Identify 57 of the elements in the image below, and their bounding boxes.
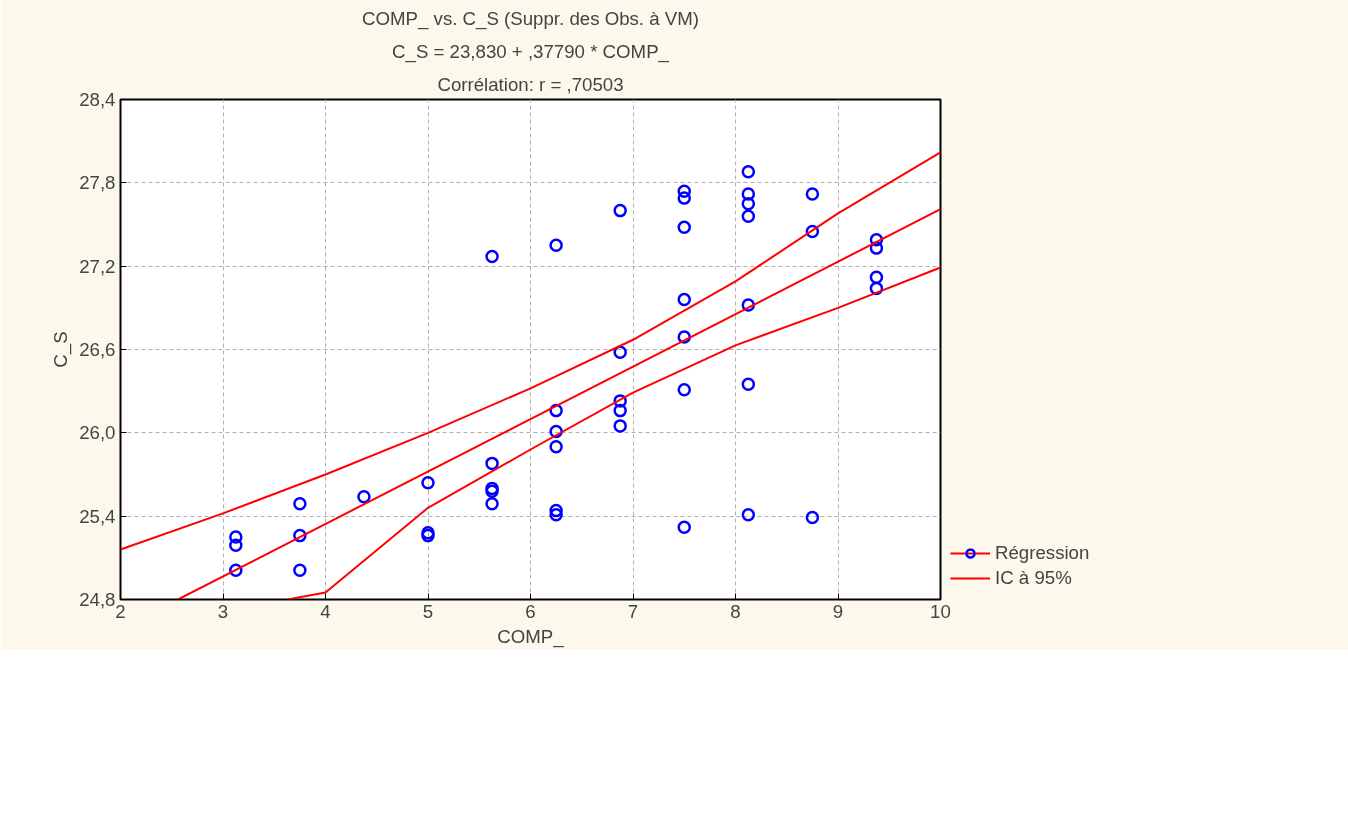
text: Corrélation: r = ,70503: [437, 73, 624, 95]
point: [549, 503, 563, 518]
point: [357, 489, 371, 504]
point: [229, 538, 243, 553]
y-tick-label: 28,4: [79, 89, 116, 110]
y-tick-label: 26,6: [79, 339, 116, 360]
x-tick-label: 10: [930, 600, 951, 622]
point: [677, 292, 691, 307]
point: [229, 530, 243, 544]
x-tick-label: 5: [422, 600, 434, 622]
y-tick-label: 27,2: [79, 255, 116, 277]
point: [549, 439, 563, 454]
y-tick-label: 26,0: [79, 422, 116, 444]
point: [613, 203, 627, 218]
point: [741, 209, 756, 223]
point: [869, 270, 884, 285]
chart-title: COMP_ vs. C_S (Suppr. des Obs. à VM): [362, 7, 699, 30]
point: [613, 419, 627, 433]
point: [741, 508, 756, 522]
line-series: [120, 151, 941, 551]
point: [613, 403, 627, 418]
point: [421, 476, 435, 490]
point: [485, 496, 499, 511]
point: [485, 249, 499, 264]
point: [549, 238, 563, 253]
point: [741, 164, 756, 179]
y-tick-label: 25,4: [79, 505, 116, 527]
legend-label: Régression: [995, 542, 1090, 564]
point: [293, 563, 307, 578]
point: [805, 187, 820, 201]
point: [293, 496, 307, 511]
point: [485, 456, 499, 471]
legend-label: IC à 95%: [995, 567, 1072, 589]
x-tick-label: 9: [832, 600, 844, 622]
x-tick-label: 7: [627, 600, 639, 622]
x-tick-label: 6: [525, 600, 536, 622]
point: [293, 528, 307, 543]
x-tick-label: 4: [320, 600, 331, 622]
point: [677, 191, 691, 205]
y-tick-label: 24,8: [79, 589, 116, 610]
x-tick-label: 8: [730, 600, 741, 622]
chart-subtitle: C_S = 23,830 + ,37790 * COMP_: [392, 40, 670, 63]
point: [805, 510, 820, 525]
y-tick-label: 27,8: [79, 172, 116, 194]
point: [741, 196, 756, 211]
line-series: [286, 266, 941, 600]
point: [677, 220, 691, 235]
x-tick-label: 3: [217, 600, 229, 622]
point: [741, 377, 756, 391]
point: [677, 383, 691, 397]
point: [677, 520, 691, 535]
point: [613, 394, 627, 408]
point: [677, 184, 691, 198]
x-axis-title: COMP_: [497, 625, 565, 648]
x-tick-label: 2: [115, 600, 126, 622]
y-axis-title: C_S: [50, 331, 73, 368]
point: [741, 187, 756, 201]
